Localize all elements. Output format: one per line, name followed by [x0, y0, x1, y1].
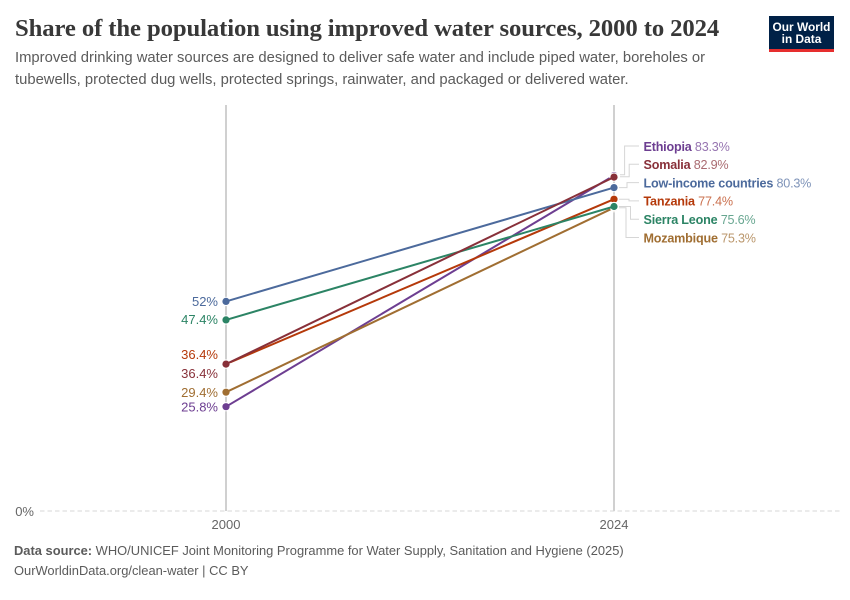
svg-text:Sierra Leone 75.6%: Sierra Leone 75.6%: [644, 213, 756, 227]
svg-text:25.8%: 25.8%: [181, 399, 218, 414]
svg-text:Tanzania 77.4%: Tanzania 77.4%: [644, 195, 733, 209]
svg-text:0%: 0%: [15, 504, 34, 519]
svg-text:36.4%: 36.4%: [181, 347, 218, 362]
svg-text:Somalia 82.9%: Somalia 82.9%: [644, 158, 729, 172]
svg-text:47.4%: 47.4%: [181, 312, 218, 327]
svg-text:52%: 52%: [192, 294, 218, 309]
svg-text:29.4%: 29.4%: [181, 385, 218, 400]
svg-text:36.4%: 36.4%: [181, 366, 218, 381]
svg-text:2024: 2024: [600, 517, 629, 532]
svg-text:Ethiopia 83.3%: Ethiopia 83.3%: [644, 140, 730, 154]
svg-text:2000: 2000: [212, 517, 241, 532]
svg-text:Mozambique 75.3%: Mozambique 75.3%: [644, 231, 756, 245]
svg-text:Low-income countries 80.3%: Low-income countries 80.3%: [644, 176, 812, 190]
